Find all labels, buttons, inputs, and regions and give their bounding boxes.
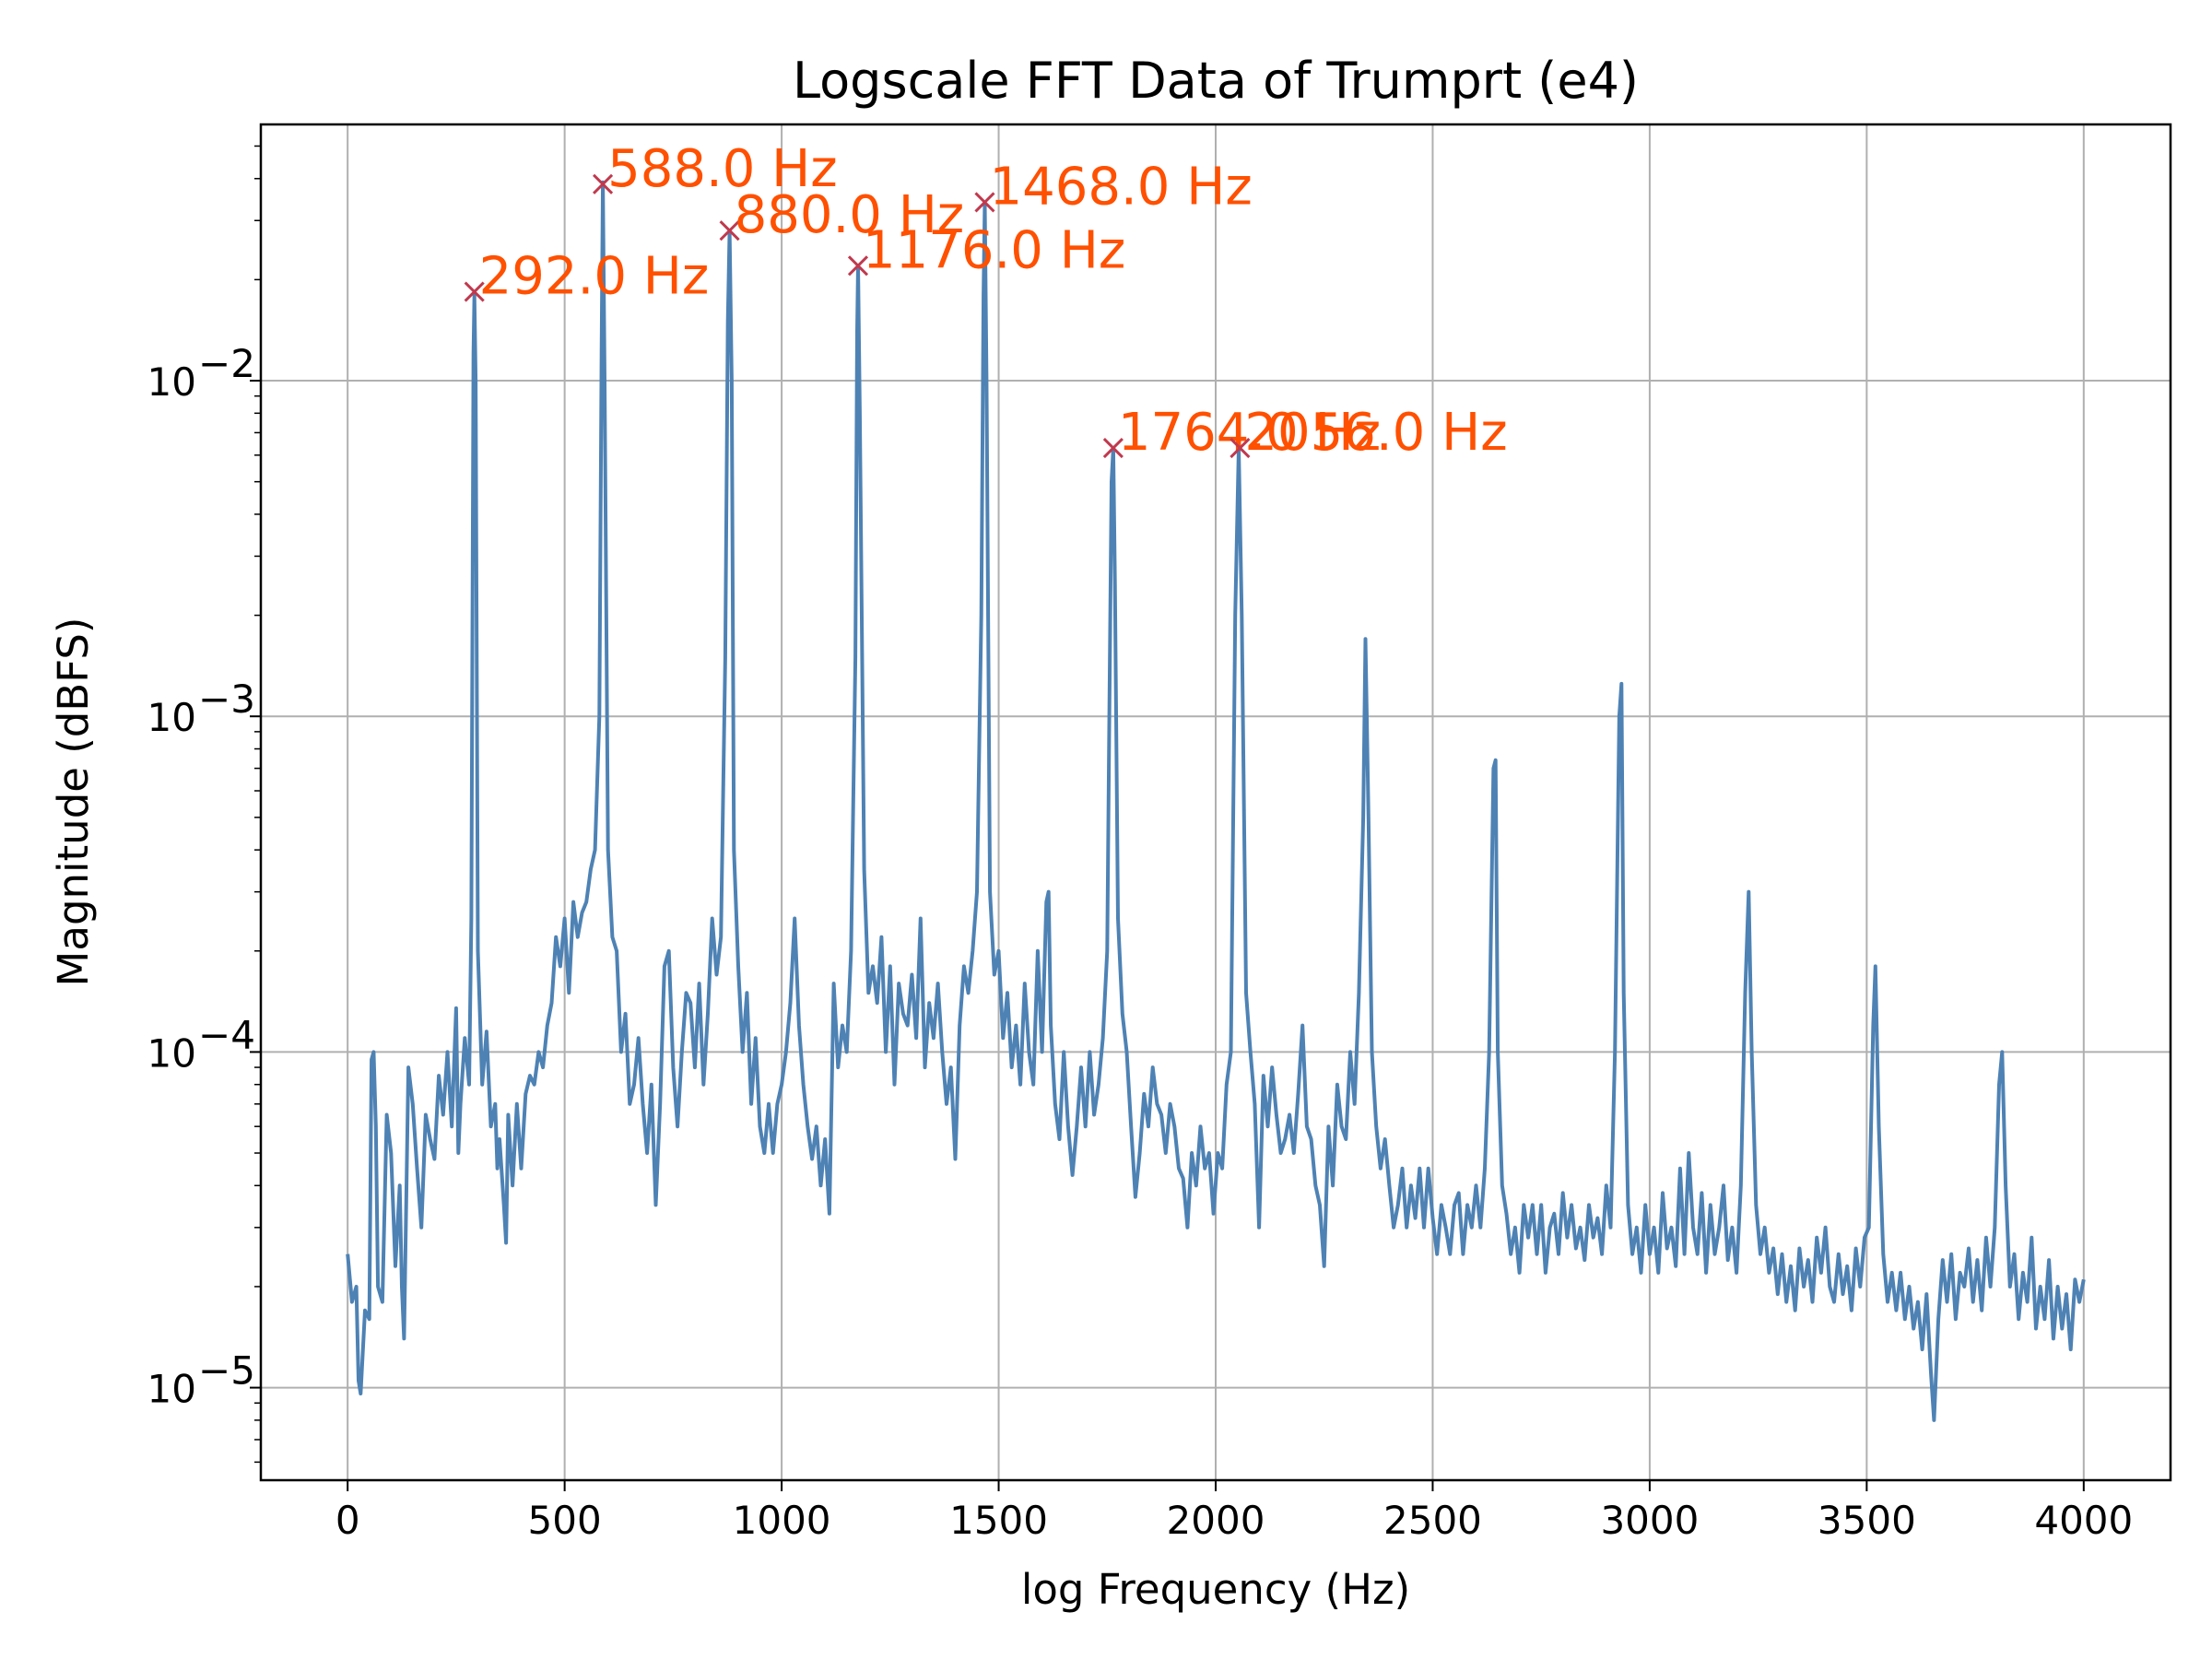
y-tick-exponent: −4	[198, 1012, 255, 1057]
y-tick-base: 10	[147, 695, 196, 740]
peak-label: 292.0 Hz	[479, 247, 710, 307]
x-tick-label: 1500	[949, 1498, 1048, 1543]
y-tick-base: 10	[147, 1367, 196, 1412]
y-tick-label: 10 −2	[147, 341, 255, 405]
y-tick-base: 10	[147, 359, 196, 405]
grid-layer	[261, 124, 2171, 1480]
spectrum-line	[346, 180, 2086, 1422]
y-tick-label: 10 −3	[147, 677, 255, 740]
peak-marker	[1102, 438, 1124, 459]
x-tick-label: 3500	[1818, 1498, 1916, 1543]
y-tick-exponent: −5	[198, 1348, 255, 1394]
x-tick-label: 500	[528, 1498, 602, 1543]
chart-title: Logscale FFT Data of Trumprt (e4)	[793, 52, 1639, 110]
series-layer	[346, 180, 2086, 1422]
peak-label: 1764.0 Hz	[1118, 403, 1381, 463]
peak-marker	[593, 173, 614, 194]
x-tick-label: 3000	[1600, 1498, 1699, 1543]
peak-marker-stroke	[974, 192, 995, 213]
peak-label: 1176.0 Hz	[863, 220, 1125, 280]
x-tick-label: 4000	[2034, 1498, 2133, 1543]
peak-marker	[1230, 438, 1251, 459]
x-tick-label: 2500	[1383, 1498, 1482, 1543]
x-tick-label: 0	[335, 1498, 360, 1543]
y-tick-exponent: −2	[198, 341, 255, 386]
peak-marker	[719, 220, 740, 241]
peak-marker-stroke	[1102, 438, 1124, 459]
y-tick-base: 10	[147, 1030, 196, 1076]
peak-marker-stroke	[1230, 438, 1251, 459]
peak-marker-stroke	[719, 220, 740, 241]
peak-marker	[847, 255, 869, 276]
peak-label: 880.0 Hz	[735, 185, 965, 245]
peak-marker-stroke	[847, 255, 869, 276]
peak-label: 1468.0 Hz	[989, 157, 1252, 217]
x-tick-label: 2000	[1167, 1498, 1265, 1543]
y-axis-label: Magnitude (dBFS)	[49, 618, 98, 987]
peak-marker-stroke	[464, 281, 485, 302]
y-tick-exponent: −3	[198, 677, 255, 722]
y-tick-label: 10 −5	[147, 1348, 255, 1412]
tick-layer: 0 500 1000 1500 2000 2500 3000 3500 400010−210−3…	[147, 145, 2133, 1543]
plot-area-frame	[259, 123, 2172, 1482]
peak-marker	[974, 192, 995, 213]
x-tick-label: 1000	[733, 1498, 831, 1543]
peak-label: 588.0 Hz	[607, 139, 838, 199]
y-tick-label: 10 −4	[147, 1012, 255, 1076]
x-axis-label: log Frequency (Hz)	[1021, 1565, 1410, 1614]
peak-label: 2056.0 Hz	[1244, 403, 1507, 463]
peak-marker-stroke	[593, 173, 614, 194]
peak-marker	[464, 281, 485, 302]
